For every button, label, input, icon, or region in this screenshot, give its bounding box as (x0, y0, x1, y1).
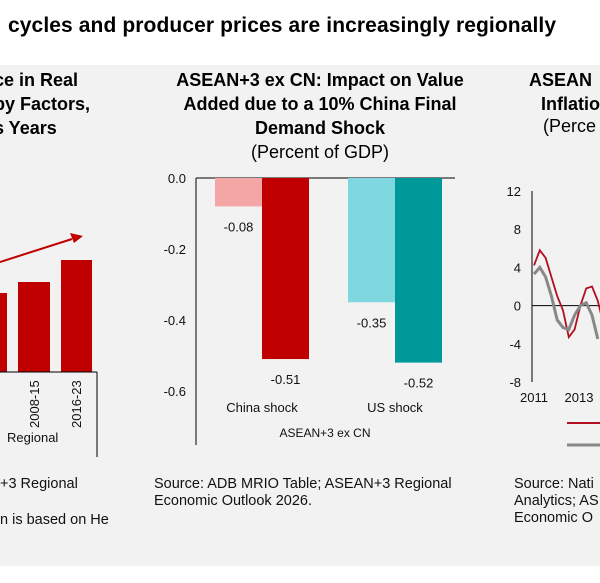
left-group-label: Regional (7, 430, 58, 445)
middle-bar-value-label: -0.52 (404, 376, 434, 391)
left-bar-1 (0, 293, 7, 372)
left-source: +3 Regional n is based on He (0, 476, 109, 529)
left-trend-arrow-head (70, 233, 83, 243)
right-source-line-1: Source: Nati (514, 476, 594, 492)
left-title-line-2: by Factors, (0, 94, 91, 114)
middle-xtick-label: China shock (226, 400, 298, 415)
right-ytick-label: 4 (514, 260, 521, 275)
right-source-line-2: Analytics; AS (514, 493, 599, 509)
middle-ytick-label: -0.6 (164, 384, 186, 399)
right-title-line-3: (Perce (543, 116, 597, 136)
right-source: Source: Nati Analytics; AS Economic O (514, 476, 599, 527)
middle-bar-us-shock-1 (348, 178, 395, 303)
middle-bar-china-shock-1 (215, 178, 262, 207)
right-xtick-label: 2011 (520, 390, 548, 405)
left-source-line-2: n is based on He (0, 512, 109, 528)
left-bar-2016-23 (61, 260, 92, 372)
left-title-line-4: ) (0, 138, 90, 162)
right-chart-title: ASEAN Inflatio (Perce (529, 68, 600, 138)
left-title-line-3: s Years (0, 118, 57, 138)
right-title-line-1: ASEAN (529, 70, 593, 90)
middle-xtick-label: US shock (367, 400, 423, 415)
right-ytick-label: -8 (509, 375, 521, 390)
left-title-line-1: ce in Real (0, 70, 79, 90)
right-title-line-2: Inflatio (541, 94, 600, 114)
middle-ytick-label: -0.2 (164, 242, 186, 257)
middle-bar-value-label: -0.51 (271, 372, 301, 387)
middle-title-line-3: Demand Shock (254, 118, 386, 138)
middle-subtitle: (Percent of GDP) (250, 142, 390, 162)
right-series-line-2 (532, 264, 600, 340)
left-bar-chart: 2008-15 2016-23 Regional (0, 233, 98, 457)
middle-bar-us-shock-2 (395, 178, 442, 363)
middle-chart-title: ASEAN+3 ex CN: Impact on Value Added due… (150, 68, 490, 164)
left-chart-title: ce in Real by Factors, s Years ) (0, 68, 90, 162)
right-ytick-label: 8 (514, 222, 521, 237)
right-ytick-label: -4 (509, 337, 521, 352)
right-series-line-1 (533, 248, 600, 340)
left-trend-arrow-line (0, 238, 73, 263)
right-source-line-3: Economic O (514, 510, 593, 526)
left-source-line-1: +3 Regional (0, 476, 78, 492)
left-bar-2008-15 (18, 282, 50, 372)
middle-title-line-1: ASEAN+3 ex CN: Impact on Value (176, 70, 464, 90)
middle-bar-china-shock-2 (262, 178, 309, 360)
right-ytick-label: 12 (507, 184, 521, 199)
right-xtick-label: 2013 (565, 390, 594, 405)
middle-x-axis-label: ASEAN+3 ex CN (279, 426, 370, 440)
headline: cycles and producer prices are increasin… (8, 14, 557, 37)
middle-bar-value-label: -0.08 (224, 219, 254, 234)
middle-source-line-2: Economic Outlook 2026. (154, 493, 312, 509)
middle-source-line-1: Source: ADB MRIO Table; ASEAN+3 Regional (154, 476, 452, 492)
middle-ytick-label: -0.4 (164, 313, 186, 328)
middle-bar-value-label: -0.35 (357, 315, 387, 330)
left-xtick-2016-23: 2016-23 (69, 380, 84, 428)
middle-title-line-2: Added due to a 10% China Final (183, 94, 457, 114)
left-xtick-2008-15: 2008-15 (27, 380, 42, 428)
middle-bar-chart: 0.0 -0.2 -0.4 -0.6 -0.08 -0.51 -0.35 -0.52 China… (164, 171, 455, 445)
middle-source: Source: ADB MRIO Table; ASEAN+3 Regional… (154, 476, 452, 510)
right-ytick-label: 0 (514, 299, 521, 314)
middle-ytick-label: 0.0 (168, 171, 186, 186)
